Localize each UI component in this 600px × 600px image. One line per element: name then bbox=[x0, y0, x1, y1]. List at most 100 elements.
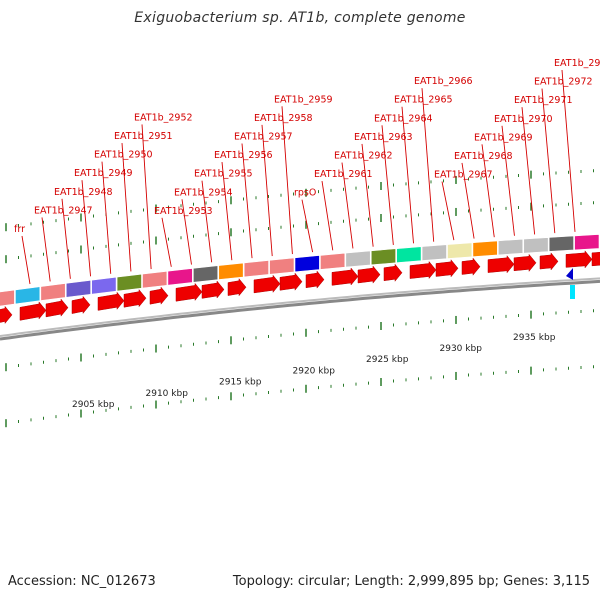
gene-label: EAT1b_2969 bbox=[474, 132, 533, 143]
gene-arrow bbox=[279, 272, 303, 291]
kbp-tick-label: 2905 kbp bbox=[72, 400, 115, 410]
leader-line bbox=[41, 217, 51, 282]
gene-arrow bbox=[0, 305, 13, 325]
cog-block bbox=[218, 262, 244, 280]
leader-line bbox=[141, 124, 152, 270]
gene-label: EAT1b_2958 bbox=[254, 113, 313, 124]
accession-label: Accession: NC_012673 bbox=[8, 574, 156, 589]
cog-block bbox=[193, 265, 219, 283]
cog-block bbox=[243, 260, 269, 278]
cog-block bbox=[396, 246, 422, 264]
genome-backbone bbox=[0, 277, 600, 341]
gene-arrow bbox=[253, 274, 281, 294]
gene-label: EAT1b_2952 bbox=[134, 112, 193, 123]
cog-block bbox=[548, 235, 574, 252]
leader-line bbox=[561, 69, 576, 232]
leader-line bbox=[241, 143, 253, 259]
gene-label: EAT1b_2970 bbox=[494, 114, 553, 125]
kbp-tick-label: 2930 kbp bbox=[440, 344, 483, 354]
backbone-line bbox=[0, 277, 600, 337]
cog-block bbox=[574, 234, 600, 251]
gene-arrow bbox=[331, 267, 359, 286]
gene-arrow bbox=[97, 291, 125, 311]
cog-block bbox=[91, 276, 117, 295]
map-title: Exiguobacterium sp. AT1b, complete genom… bbox=[134, 10, 466, 26]
gene-arrow bbox=[591, 251, 600, 267]
gene-label: EAT1b_2957 bbox=[234, 131, 293, 142]
gene-arrow bbox=[487, 255, 515, 274]
gene-label: EAT1b_2967 bbox=[434, 170, 493, 181]
kbp-tick-label: 2915 kbp bbox=[219, 378, 262, 388]
gene-arrow bbox=[565, 250, 593, 269]
gene-arrow bbox=[383, 263, 403, 282]
leader-line bbox=[401, 106, 414, 244]
leader-line bbox=[281, 106, 293, 255]
cog-block bbox=[167, 268, 193, 286]
leader-line bbox=[501, 125, 515, 236]
cog-block bbox=[421, 244, 447, 261]
leader-line bbox=[121, 143, 132, 272]
leader-line bbox=[341, 162, 354, 249]
leader-line bbox=[201, 180, 213, 263]
gene-label: EAT1b_2968 bbox=[454, 151, 513, 162]
cog-block bbox=[269, 257, 295, 275]
gene-arrow bbox=[19, 301, 47, 321]
gene-arrow bbox=[123, 288, 147, 308]
kbp-tick-label: 2925 kbp bbox=[366, 355, 409, 365]
gene-label: EAT1b_2966 bbox=[414, 76, 473, 87]
gene-arrow bbox=[357, 265, 381, 284]
gene-label: EAT1b_2955 bbox=[194, 169, 253, 180]
gene-labels: frr EAT1b_2947 EAT1b_2948 EAT1b_2949 EAT1b_2… bbox=[14, 58, 600, 235]
gene-label: EAT1b_2948 bbox=[54, 187, 113, 198]
kbp-tick-label: 2935 kbp bbox=[513, 333, 556, 343]
gene-arrow bbox=[435, 259, 459, 278]
reverse-gene-marker bbox=[566, 268, 573, 280]
gene-label: EAT1b_2949 bbox=[74, 168, 133, 179]
gene-label: EAT1b_2971 bbox=[514, 95, 573, 106]
gene-arrow bbox=[461, 257, 481, 276]
leader-line bbox=[81, 180, 92, 277]
leader-line bbox=[421, 88, 435, 242]
cog-block bbox=[498, 238, 524, 256]
cog-block bbox=[472, 240, 498, 258]
leader-line bbox=[321, 181, 334, 251]
leader-line bbox=[101, 161, 112, 274]
backbone-shadow bbox=[0, 279, 600, 341]
gene-label: EAT1b_2947 bbox=[34, 205, 93, 216]
leader-line bbox=[61, 198, 71, 279]
gene-label: rpsO bbox=[294, 188, 316, 199]
kbp-tick-label: 2920 kbp bbox=[293, 366, 336, 376]
grid-dots bbox=[5, 169, 594, 428]
cog-color-track bbox=[0, 234, 600, 307]
leader-line bbox=[181, 199, 192, 265]
cog-block bbox=[65, 279, 91, 298]
kbp-ruler: 2905 kbp 2910 kbp 2915 kbp 2920 kbp 2925 kbp… bbox=[72, 333, 556, 410]
leader-line bbox=[381, 125, 394, 245]
leader-line bbox=[221, 162, 233, 261]
leader-line bbox=[161, 217, 172, 267]
gene-label: EAT1b_2953 bbox=[154, 206, 213, 217]
gene-label: EAT1b_2962 bbox=[334, 151, 393, 162]
leader-line bbox=[521, 107, 536, 235]
cog-block bbox=[40, 283, 66, 301]
cog-block bbox=[142, 270, 168, 289]
cog-block bbox=[447, 242, 473, 259]
cog-block bbox=[0, 289, 15, 307]
gene-label: EAT1b_2954 bbox=[174, 187, 233, 198]
gene-arrow bbox=[409, 260, 437, 280]
gene-arrow bbox=[305, 270, 325, 289]
label-leader-lines bbox=[21, 69, 576, 285]
leader-line bbox=[481, 144, 495, 238]
cog-block bbox=[370, 248, 396, 266]
leader-line bbox=[361, 143, 374, 247]
gene-label: EAT1b_2961 bbox=[314, 169, 373, 180]
cog-block bbox=[523, 237, 549, 254]
gene-arrow bbox=[539, 252, 559, 271]
gene-arrow bbox=[45, 298, 69, 318]
leader-line bbox=[261, 124, 273, 257]
gene-label: EAT1b_2959 bbox=[274, 94, 333, 105]
gene-label: frr bbox=[14, 224, 25, 235]
gene-label: EAT1b_2956 bbox=[214, 150, 273, 161]
gene-arrow bbox=[175, 282, 203, 302]
gene-arrow bbox=[149, 286, 169, 305]
